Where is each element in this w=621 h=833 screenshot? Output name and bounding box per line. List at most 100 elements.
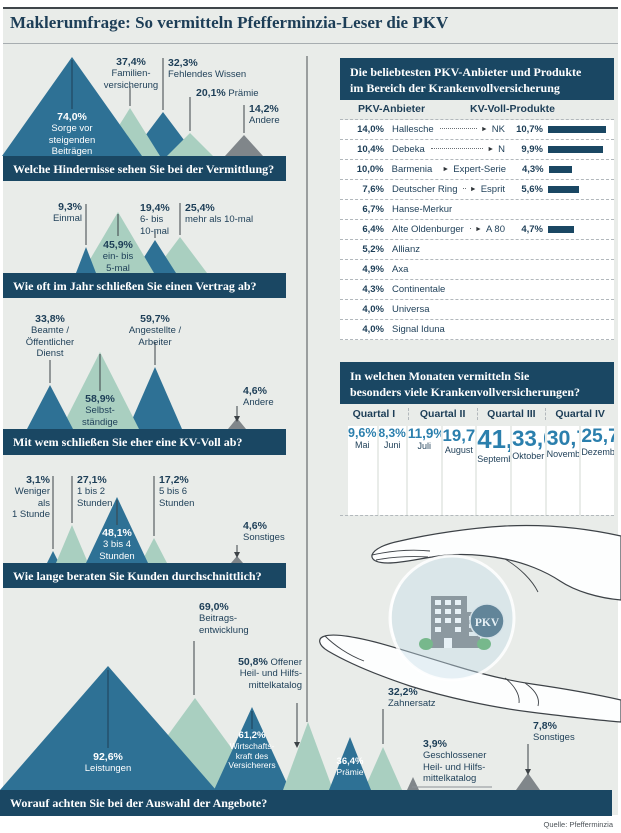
table-row: 14,0% Hallesche ► NK 10,7%: [340, 120, 614, 140]
table-row: 4,3% Continentale: [340, 280, 614, 300]
providers-col-header-anbieter: PKV-Anbieter: [358, 103, 426, 115]
dotted-leader: [430, 147, 484, 149]
triangle-ein-bis-5mal: [82, 212, 154, 273]
product-bar: [548, 146, 603, 153]
label-ein-bis-5mal: 45,9% ein- bis 5-mal: [102, 239, 134, 274]
table-row: 4,0% Universa: [340, 300, 614, 320]
title-underline-rule: [3, 43, 618, 44]
label-praemie: 20,1% Prämie: [196, 87, 259, 99]
arrow-right-icon: ►: [442, 166, 450, 173]
triangle-wirtschaftskraft: [214, 707, 290, 790]
dotted-leader: [439, 127, 477, 129]
label-3-4h: 48,1% 3 bis 4 Stunden: [99, 527, 135, 562]
question-bar-hindernisse: Welche Hindernisse sehen Sie bei der Ver…: [3, 156, 286, 181]
label-geschlossener-katalog: 3,9% Geschlossener Heil- und Hilfs- mitte…: [423, 738, 487, 784]
chart-hindernisse-triangles: [2, 57, 263, 156]
label-sonstiges-beratung: 4,6% Sonstiges: [243, 520, 285, 544]
triangle-sonstiges-auswahl: [516, 773, 540, 790]
triangle-geschlossener-katalog: [407, 777, 419, 790]
month-cell: 41,3%September: [477, 426, 510, 515]
arrow-right-icon: ►: [475, 226, 482, 233]
bush-icon: [419, 638, 433, 650]
triangle-andere-kvvoll: [228, 418, 246, 429]
label-weniger-1h: 3,1% Weniger als 1 Stunde: [11, 474, 50, 520]
label-fehlendes-wissen: 32,3% Fehlendes Wissen: [168, 57, 247, 81]
months-box: In welchen Monaten vermitteln Sie besond…: [340, 362, 614, 404]
chart-auswahl-triangles: [0, 641, 540, 790]
question-bar-vertrag: Wie oft im Jahr schließen Sie einen Vert…: [3, 273, 286, 298]
chart-vertrag-triangles: [76, 203, 207, 273]
quarter-header: Quartal III: [478, 408, 547, 420]
month-cell: 25,7%Dezember: [581, 426, 614, 515]
label-5-6h: 17,2% 5 bis 6 Stunden: [159, 474, 195, 509]
top-rule: [3, 7, 618, 9]
top-hand-icon: [371, 524, 621, 601]
label-beamte: 33,8% Beamte / Öffentlicher Dienst: [25, 313, 75, 359]
triangle-5-6h: [141, 538, 167, 563]
label-selbststaendige: 58,9% Selbst- ständige: [82, 393, 118, 428]
month-cell: 33,0%Oktober: [511, 426, 545, 515]
label-leistungen: 92,6% Leistungen: [84, 751, 132, 775]
pkv-badge: PKV: [469, 603, 505, 639]
product-bar: [548, 126, 606, 133]
dotted-leader: [463, 187, 466, 189]
triangle-angestellte: [128, 367, 182, 429]
month-cell: 30,7%November: [546, 426, 580, 515]
chart-beratung-triangles: [47, 476, 243, 563]
bubble-icon: [388, 554, 516, 682]
label-offener-katalog: 50,8% Offener Heil- und Hilfs- mittelkat…: [238, 656, 302, 691]
label-einmal: 9,3% Einmal: [52, 201, 82, 225]
page-title: Maklerumfrage: So vermitteln Pfefferminz…: [10, 13, 449, 32]
label-praemie-auswahl: 36,4% Prämie: [336, 756, 364, 777]
question-bar-kvvoll: Mit wem schließen Sie eher eine KV-Voll …: [3, 429, 286, 455]
month-cell: 8,3% Juni: [378, 426, 406, 515]
providers-table: 14,0% Hallesche ► NK 10,7% 10,4% Debeka ► N 9,9%…: [340, 119, 614, 340]
source-credit: Quelle: Pfefferminzia: [543, 820, 613, 829]
bubble-shine: [389, 584, 401, 641]
label-6-bis-10mal: 19,4% 6- bis 10-mal: [140, 202, 170, 237]
quarter-header: Quartal IV: [555, 408, 605, 420]
triangle-praemie-auswahl: [329, 737, 371, 790]
month-cell: 9,6% Mai: [348, 426, 377, 515]
triangle-sonstiges-beratung: [231, 556, 243, 563]
table-row: 10,0% Barmenia ► Expert-Serie 4,3%: [340, 160, 614, 180]
product-bar: [548, 186, 579, 193]
months-grid: 21,1%Januar 12,8%Februar 13,3%März 10,6%…: [340, 426, 614, 516]
product-bar: [548, 166, 573, 173]
triangle-zahnersatz: [364, 747, 402, 790]
label-wirtschaftskraft: 61,2% Wirtschafts- kraft des Versicherers: [228, 730, 276, 771]
triangle-1-2h: [56, 525, 88, 563]
arrow-right-icon: ►: [480, 126, 488, 133]
label-zahnersatz: 32,2% Zahnersatz: [388, 686, 436, 710]
label-familienversicherung: 37,4% Familien- versicherung: [103, 56, 159, 91]
label-beitragsentwicklung: 69,0% Beitrags- entwicklung: [199, 601, 249, 636]
arrow-right-icon: ►: [487, 146, 495, 153]
triangle-weniger-1h: [47, 551, 59, 563]
product-bar: [548, 226, 574, 233]
table-row: 6,7% Hanse-Merkur: [340, 200, 614, 220]
triangle-3-4h: [86, 497, 148, 563]
table-row: 10,4% Debeka ► N 9,9%: [340, 140, 614, 160]
providers-box-title: Die beliebtesten PKV-Anbieter und Produk…: [340, 58, 614, 100]
month-cell: 11,9%Juli: [407, 426, 441, 515]
label-mehr-als-10mal: 25,4% mehr als 10-mal: [185, 202, 254, 226]
quarter-headers: Quartal I Quartal II Quartal III Quartal…: [340, 408, 614, 420]
triangle-einmal: [76, 247, 96, 273]
label-andere-kvvoll: 4,6% Andere: [243, 385, 274, 409]
dotted-leader: [469, 227, 472, 229]
label-1-2h: 27,1% 1 bis 2 Stunden: [77, 474, 113, 509]
question-bar-beratung: Wie lange beraten Sie Kunden durchschnit…: [3, 563, 286, 588]
providers-box: Die beliebtesten PKV-Anbieter und Produk…: [340, 58, 614, 100]
label-andere: 14,2% Andere: [249, 103, 280, 127]
question-bar-auswahl: Worauf achten Sie bei der Auswahl der An…: [0, 790, 612, 816]
triangle-offener-katalog: [283, 722, 333, 790]
month-cell: 19,7%August: [442, 426, 476, 515]
table-row: 6,4% Alte Oldenburger ► A 80 4,7%: [340, 220, 614, 240]
bush-icon: [477, 638, 491, 650]
table-row: 4,9% Axa: [340, 260, 614, 280]
table-row: 4,0% Signal Iduna: [340, 320, 614, 340]
table-row: 5,2% Allianz: [340, 240, 614, 260]
triangle-andere: [225, 135, 263, 156]
